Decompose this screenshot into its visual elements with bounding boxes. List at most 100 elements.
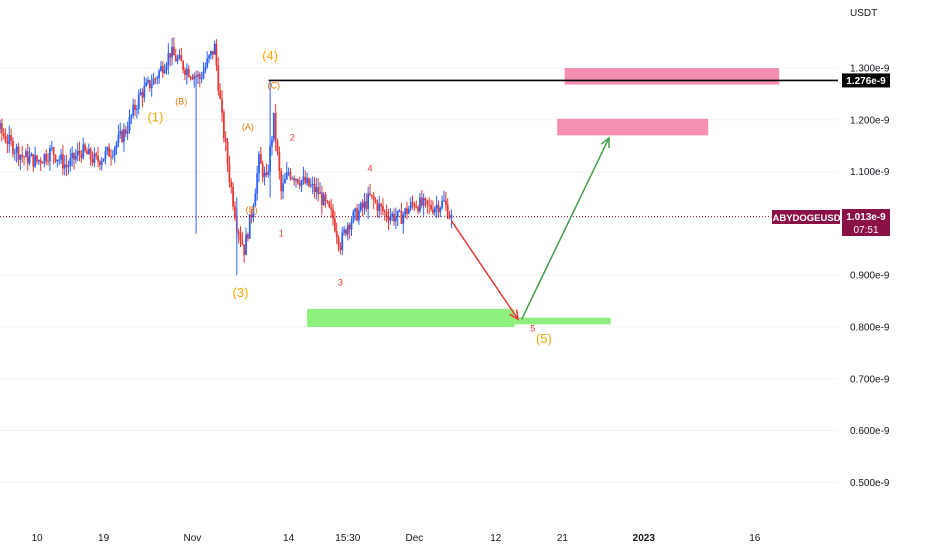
candle-body <box>363 201 366 208</box>
wave-label[interactable]: 4 <box>367 164 372 174</box>
candle-body <box>274 112 277 141</box>
candle-body <box>50 147 53 149</box>
candle-body <box>150 84 153 89</box>
candle-body <box>387 216 390 221</box>
candle-body <box>148 80 151 89</box>
candle-body <box>45 154 48 161</box>
candle-body <box>71 152 74 159</box>
candle-body <box>211 51 214 55</box>
candle-body <box>354 208 357 212</box>
candle-body <box>446 204 449 218</box>
candle-body <box>378 203 381 211</box>
candle-body <box>311 183 314 186</box>
candle-body <box>361 203 364 208</box>
candle-body <box>291 178 294 180</box>
candle-body <box>439 207 442 213</box>
candle-body <box>111 155 114 157</box>
candle-body <box>198 74 201 79</box>
candle-body <box>163 69 166 74</box>
candle-body <box>99 161 101 166</box>
candle-body <box>433 208 436 213</box>
candle-body <box>0 123 1 129</box>
candle-body <box>228 163 231 182</box>
support-zone[interactable] <box>307 308 515 327</box>
resistance-zone[interactable] <box>564 68 780 85</box>
wave-label[interactable]: 5 <box>530 324 535 334</box>
wave-label[interactable]: (4) <box>262 48 278 63</box>
wave-label[interactable]: 2 <box>290 133 295 143</box>
candle-body <box>359 203 362 211</box>
support-zone[interactable] <box>503 317 611 325</box>
candle-body <box>136 108 138 111</box>
candle-body <box>204 66 207 72</box>
wave-label[interactable]: (B) <box>246 205 258 215</box>
candle-body <box>256 173 259 194</box>
candle-body <box>63 164 66 169</box>
time-axis-ticks[interactable]: 10 19 Nov 14 15:30 Dec 12 21 2023 16 <box>31 533 760 544</box>
symbol-price-tag: BABYDOGEUSDT 1.013e-9 07:51 <box>766 209 890 236</box>
wave-label[interactable]: (3) <box>233 285 249 300</box>
candle-body <box>358 210 360 221</box>
candle-body <box>435 205 438 209</box>
candle-body <box>369 193 371 195</box>
price-tick-label: 1.300e-9 <box>850 64 890 75</box>
candle-body <box>370 194 373 196</box>
candle-body <box>322 194 325 206</box>
projection-arrow[interactable] <box>450 220 519 320</box>
candle-body <box>348 224 351 230</box>
candle-body <box>221 98 223 113</box>
candle-body <box>82 144 85 158</box>
candle-body <box>346 224 349 235</box>
projection-arrow[interactable] <box>521 137 610 320</box>
candle-body <box>230 181 233 188</box>
wave-label[interactable]: (5) <box>536 331 552 346</box>
candle-body <box>398 210 401 212</box>
candle-body <box>308 178 310 187</box>
candle-body <box>261 163 264 178</box>
candle-body <box>422 198 425 206</box>
candle-body <box>222 112 225 139</box>
wave-label[interactable]: (A) <box>242 122 254 132</box>
currency-label: USDT <box>850 8 877 19</box>
candle-body <box>178 55 181 59</box>
candle-body <box>332 209 334 219</box>
candle-body <box>302 176 305 181</box>
candle-body <box>100 161 103 166</box>
time-tick-label: 14 <box>283 533 295 544</box>
candle-body <box>2 132 5 137</box>
candle-body <box>309 185 312 187</box>
candle-body <box>234 206 236 219</box>
candle-body <box>317 187 320 194</box>
candle-body <box>102 158 105 162</box>
candle-body <box>210 51 212 56</box>
candle-body <box>374 200 377 203</box>
candle-body <box>367 193 370 209</box>
candle-body <box>247 234 249 239</box>
candle-body <box>324 194 327 201</box>
candle-body <box>380 203 382 207</box>
price-axis[interactable]: USDT 1.300e-9 1.200e-9 1.100e-9 0.900e-9 0.8… <box>850 8 890 489</box>
candle-body <box>124 129 127 134</box>
candle-body <box>411 202 414 204</box>
wave-label[interactable]: (C) <box>268 81 281 91</box>
candle-body <box>78 150 81 154</box>
resistance-zone[interactable] <box>557 118 709 136</box>
candle-body <box>200 78 203 80</box>
candle-body <box>298 183 301 186</box>
candle-body <box>156 78 159 80</box>
candle-body <box>137 94 140 109</box>
candle-body <box>432 209 434 213</box>
candle-body <box>383 211 386 213</box>
candle-body <box>10 135 12 141</box>
wave-label[interactable]: (B) <box>175 96 187 106</box>
candle-body <box>36 155 38 162</box>
candle-body <box>254 193 257 207</box>
candle-body <box>13 152 16 154</box>
candle-body <box>165 65 168 70</box>
wave-label[interactable]: 1 <box>279 228 284 238</box>
candle-body <box>400 210 403 224</box>
candle-body <box>419 197 421 212</box>
wave-label[interactable]: 3 <box>338 278 343 288</box>
wave-label[interactable]: (1) <box>147 109 163 124</box>
